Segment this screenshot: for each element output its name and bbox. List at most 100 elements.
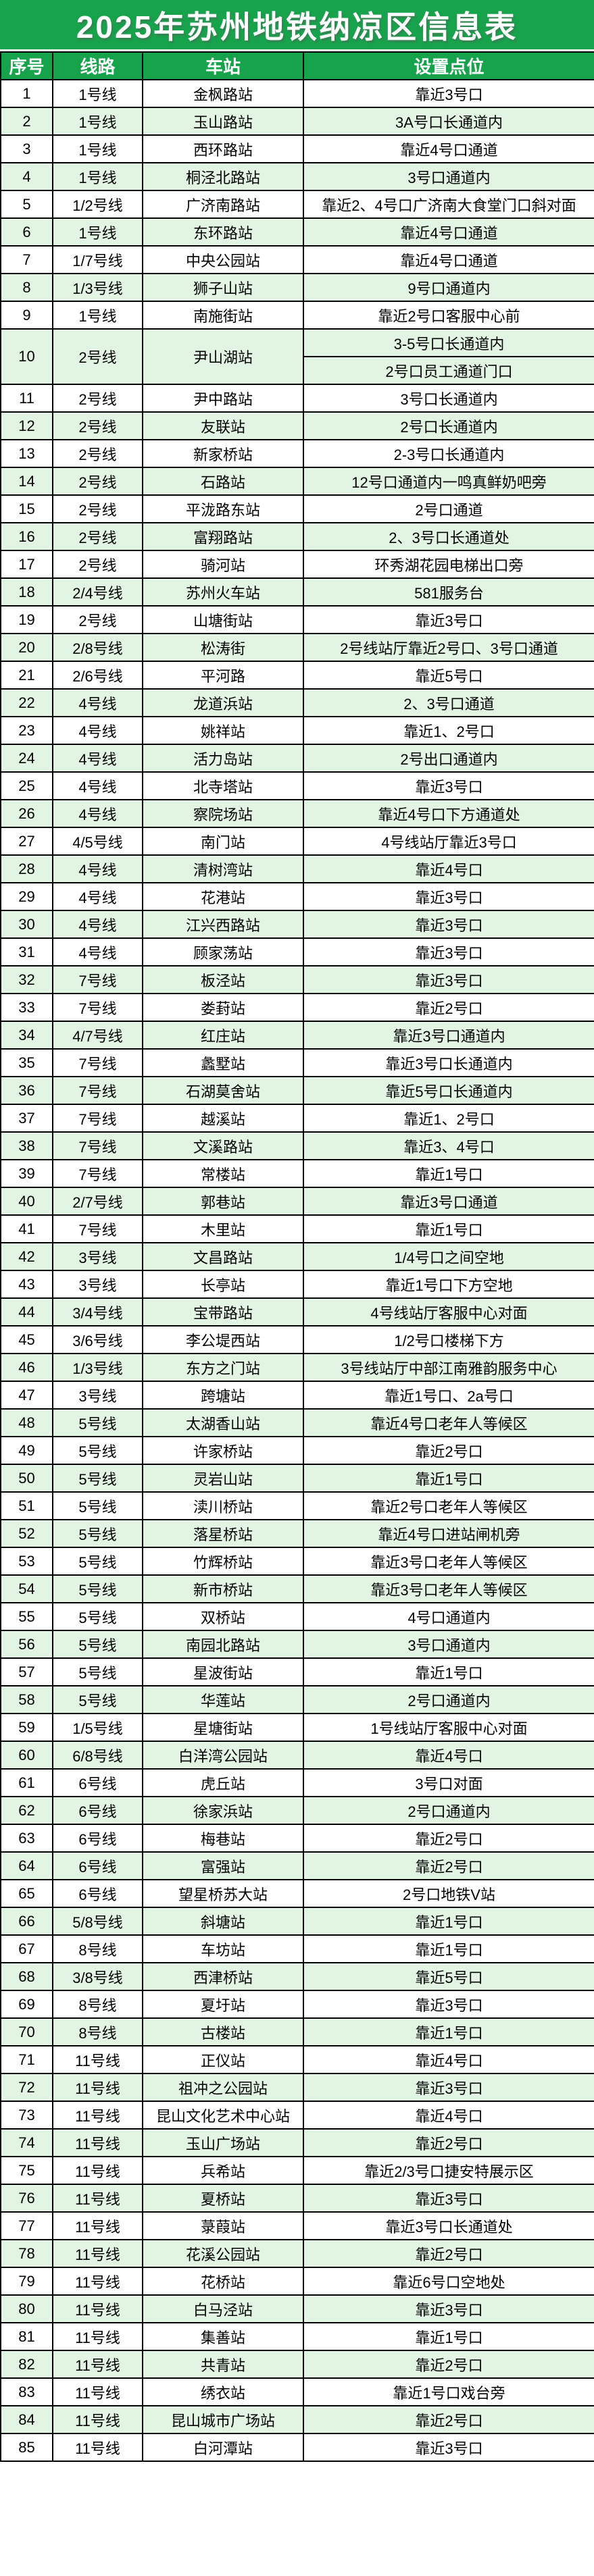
station-cell: 蠡墅站 bbox=[142, 1048, 304, 1077]
line-cell: 2/6号线 bbox=[52, 661, 143, 690]
station-cell: 渎川桥站 bbox=[142, 1491, 304, 1520]
table-row: 2 1号线 玉山路站 3A号口长通道内 bbox=[0, 107, 594, 136]
line-cell: 4号线 bbox=[52, 716, 143, 745]
station-cell: 尹山湖站 bbox=[142, 328, 304, 385]
line-cell: 11号线 bbox=[52, 2239, 143, 2268]
station-cell: 望星桥苏大站 bbox=[142, 1879, 304, 1908]
location-cell: 靠近3号口通道 bbox=[303, 1187, 594, 1216]
seq-cell: 84 bbox=[0, 2405, 53, 2434]
station-cell: 花港站 bbox=[142, 882, 304, 911]
seq-cell: 24 bbox=[0, 744, 53, 773]
location-cell: 靠近1号口 bbox=[303, 1907, 594, 1936]
table-row: 37 7号线 越溪站 靠近1、2号口 bbox=[0, 1104, 594, 1133]
line-cell: 5号线 bbox=[52, 1602, 143, 1631]
station-cell: 花溪公园站 bbox=[142, 2239, 304, 2268]
seq-cell: 41 bbox=[0, 1214, 53, 1243]
station-cell: 骑河站 bbox=[142, 550, 304, 579]
location-cell: 靠近3号口长通道处 bbox=[303, 2211, 594, 2240]
table-row: 55 5号线 双桥站 4号口通道内 bbox=[0, 1602, 594, 1631]
station-cell: 南园北路站 bbox=[142, 1630, 304, 1659]
seq-cell: 9 bbox=[0, 301, 53, 330]
line-cell: 11号线 bbox=[52, 2322, 143, 2351]
line-cell: 2号线 bbox=[52, 494, 143, 523]
seq-cell: 34 bbox=[0, 1021, 53, 1050]
station-cell: 山塘街站 bbox=[142, 605, 304, 634]
station-cell: 友联站 bbox=[142, 411, 304, 440]
station-cell: 跨塘站 bbox=[142, 1381, 304, 1410]
table-row: 31 4号线 顾家荡站 靠近3号口 bbox=[0, 937, 594, 967]
station-cell: 东方之门站 bbox=[142, 1353, 304, 1382]
table-row: 46 1/3号线 东方之门站 3号线站厅中部江南雅韵服务中心 bbox=[0, 1353, 594, 1382]
station-cell: 姚祥站 bbox=[142, 716, 304, 745]
location-cell: 靠近2号口客服中心前 bbox=[303, 301, 594, 330]
line-cell: 5号线 bbox=[52, 1685, 143, 1714]
table-row: 44 3/4号线 宝带路站 4号线站厅客服中心对面 bbox=[0, 1297, 594, 1326]
table-row: 58 5号线 华莲站 2号口通道内 bbox=[0, 1685, 594, 1714]
table-row: 18 2/4号线 苏州火车站 581服务台 bbox=[0, 577, 594, 607]
station-cell: 长亭站 bbox=[142, 1270, 304, 1299]
seq-cell: 2 bbox=[0, 107, 53, 136]
station-cell: 星波街站 bbox=[142, 1657, 304, 1686]
seq-cell: 44 bbox=[0, 1297, 53, 1326]
table-row: 76 11号线 夏桥站 靠近3号口 bbox=[0, 2184, 594, 2213]
line-cell: 4号线 bbox=[52, 688, 143, 717]
line-cell: 8号线 bbox=[52, 1990, 143, 2019]
line-cell: 11号线 bbox=[52, 2377, 143, 2406]
table-row: 62 6号线 徐家浜站 2号口通道内 bbox=[0, 1796, 594, 1825]
location-cell: 2号口通道内 bbox=[303, 1685, 594, 1714]
station-cell: 清树湾站 bbox=[142, 854, 304, 883]
table-row: 72 11号线 祖冲之公园站 靠近3号口 bbox=[0, 2073, 594, 2102]
table-row: 83 11号线 绣衣站 靠近1号口戏台旁 bbox=[0, 2377, 594, 2406]
location-cell: 2号口通道内 bbox=[303, 1796, 594, 1825]
station-cell: 菉葭站 bbox=[142, 2211, 304, 2240]
table-row: 19 2号线 山塘街站 靠近3号口 bbox=[0, 605, 594, 634]
table-row: 61 6号线 虎丘站 3号口对面 bbox=[0, 1768, 594, 1797]
location-cell: 2号线站厅靠近2号口、3号口通道 bbox=[303, 633, 594, 662]
location-cell: 靠近4号口 bbox=[303, 2045, 594, 2074]
location-cell: 2号口长通道内 bbox=[303, 411, 594, 440]
table-row: 29 4号线 花港站 靠近3号口 bbox=[0, 882, 594, 911]
line-cell: 2号线 bbox=[52, 605, 143, 634]
seq-cell: 59 bbox=[0, 1713, 53, 1742]
station-cell: 兵希站 bbox=[142, 2156, 304, 2185]
seq-cell: 82 bbox=[0, 2350, 53, 2379]
station-cell: 桐泾北路站 bbox=[142, 162, 304, 191]
station-cell: 祖冲之公园站 bbox=[142, 2073, 304, 2102]
seq-cell: 25 bbox=[0, 771, 53, 800]
table-row: 67 8号线 车坊站 靠近1号口 bbox=[0, 1934, 594, 1963]
table-row: 11 2号线 尹中路站 3号口长通道内 bbox=[0, 384, 594, 413]
table-row: 75 11号线 兵希站 靠近2/3号口捷安特展示区 bbox=[0, 2156, 594, 2185]
table-row: 4 1号线 桐泾北路站 3号口通道内 bbox=[0, 162, 594, 191]
station-cell: 花桥站 bbox=[142, 2267, 304, 2296]
line-cell: 2号线 bbox=[52, 439, 143, 468]
line-cell: 3/8号线 bbox=[52, 1962, 143, 1991]
location-cell: 靠近3号口长通道内 bbox=[303, 1048, 594, 1077]
line-cell: 11号线 bbox=[52, 2045, 143, 2074]
line-cell: 11号线 bbox=[52, 2128, 143, 2157]
line-cell: 1号线 bbox=[52, 217, 143, 247]
location-cell: 2号口地铁V站 bbox=[303, 1879, 594, 1908]
line-cell: 5号线 bbox=[52, 1519, 143, 1548]
table-row: 85 11号线 白河潭站 靠近3号口 bbox=[0, 2433, 594, 2462]
location-cell: 靠近4号口通道 bbox=[303, 134, 594, 163]
line-cell: 2号线 bbox=[52, 467, 143, 496]
line-cell: 1号线 bbox=[52, 134, 143, 163]
station-cell: 车坊站 bbox=[142, 1934, 304, 1963]
table-row: 80 11号线 白马泾站 靠近3号口 bbox=[0, 2294, 594, 2323]
line-cell: 6号线 bbox=[52, 1879, 143, 1908]
station-cell: 常楼站 bbox=[142, 1159, 304, 1188]
station-cell: 顾家荡站 bbox=[142, 937, 304, 967]
table-row: 65 6号线 望星桥苏大站 2号口地铁V站 bbox=[0, 1879, 594, 1908]
line-cell: 6号线 bbox=[52, 1851, 143, 1880]
location-cell: 靠近4号口 bbox=[303, 1741, 594, 1770]
location-cell: 581服务台 bbox=[303, 577, 594, 607]
location-cell: 靠近2号口 bbox=[303, 1436, 594, 1465]
seq-cell: 17 bbox=[0, 550, 53, 579]
line-cell: 11号线 bbox=[52, 2184, 143, 2213]
table-row: 6 1号线 东环路站 靠近4号口通道 bbox=[0, 217, 594, 247]
table-row: 20 2/8号线 松涛街 2号线站厅靠近2号口、3号口通道 bbox=[0, 633, 594, 662]
table-row: 60 6/8号线 白洋湾公园站 靠近4号口 bbox=[0, 1741, 594, 1770]
table-row: 64 6号线 富强站 靠近2号口 bbox=[0, 1851, 594, 1880]
table-row: 53 5号线 竹辉桥站 靠近3号口老年人等候区 bbox=[0, 1547, 594, 1576]
table-row: 14 2号线 石路站 12号口通道内一鸣真鲜奶吧旁 bbox=[0, 467, 594, 496]
